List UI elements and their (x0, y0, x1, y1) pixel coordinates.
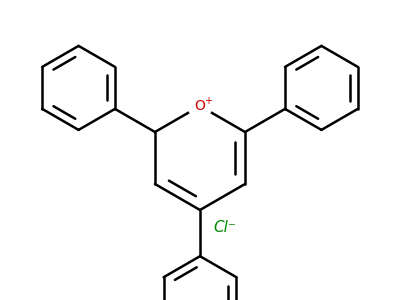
Text: +: + (204, 96, 212, 106)
Text: Cl⁻: Cl⁻ (214, 220, 236, 236)
Circle shape (188, 94, 212, 118)
Text: O: O (194, 99, 206, 113)
